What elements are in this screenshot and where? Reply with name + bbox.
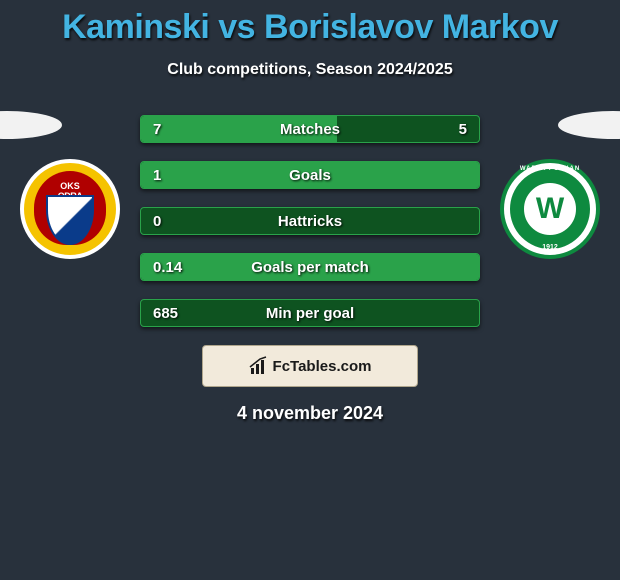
team-left-badge: OKS ODRA [20, 159, 120, 259]
shadow-oval-right [558, 111, 620, 139]
attribution-text: FcTables.com [273, 358, 372, 375]
stat-right-value: 5 [459, 116, 467, 142]
comparison-arena: OKS ODRA WARTA POZNAN W 1912 7 Matches 5… [0, 115, 620, 424]
stat-label: Matches [141, 116, 479, 142]
stat-bar-goals: 1 Goals [140, 161, 480, 189]
date-text: 4 november 2024 [0, 403, 620, 424]
badge-left-text-top: OKS [34, 181, 106, 191]
stat-label: Goals per match [141, 254, 479, 280]
badge-right-year: 1912 [504, 244, 596, 251]
badge-right-letter: W [504, 163, 596, 255]
stat-bars: 7 Matches 5 1 Goals 0 Hattricks 0.14 Goa… [140, 115, 480, 327]
team-right-badge: WARTA POZNAN W 1912 [500, 159, 600, 259]
stat-bar-min-per-goal: 685 Min per goal [140, 299, 480, 327]
stat-bar-hattricks: 0 Hattricks [140, 207, 480, 235]
bar-chart-icon [249, 356, 269, 376]
shadow-oval-left [0, 111, 62, 139]
stat-label: Hattricks [141, 208, 479, 234]
stat-bar-matches: 7 Matches 5 [140, 115, 480, 143]
stat-label: Min per goal [141, 300, 479, 326]
page-title: Kaminski vs Borislavov Markov [0, 0, 620, 47]
stat-label: Goals [141, 162, 479, 188]
attribution-box[interactable]: FcTables.com [202, 345, 418, 387]
subtitle: Club competitions, Season 2024/2025 [0, 61, 620, 79]
stat-bar-goals-per-match: 0.14 Goals per match [140, 253, 480, 281]
